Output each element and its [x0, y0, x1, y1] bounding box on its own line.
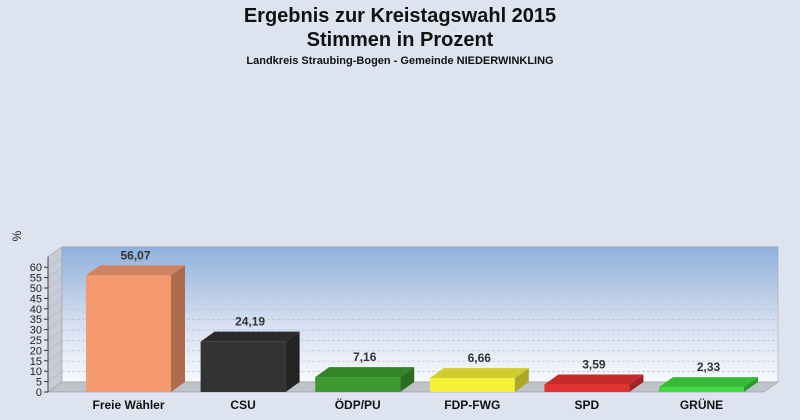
bar-top — [544, 374, 644, 385]
gridline-side — [47, 298, 63, 310]
y-tick-label: 60 — [30, 262, 42, 274]
y-tick-label: 50 — [30, 283, 42, 295]
bar-top — [429, 368, 529, 379]
gridline-side — [47, 308, 63, 320]
bar — [659, 387, 744, 392]
y-tick-label: 0 — [36, 387, 42, 399]
gridline-side — [47, 319, 63, 330]
bar — [429, 378, 515, 392]
data-label: 2,33 — [697, 360, 721, 374]
y-tick-label: 40 — [30, 304, 42, 316]
x-tick-label: GRÜNE — [680, 397, 723, 412]
bar-side — [514, 368, 529, 392]
bar — [86, 275, 171, 392]
y-axis-label: % — [10, 230, 24, 241]
gridline-side — [47, 329, 63, 341]
y-tick-label: 15 — [30, 356, 42, 368]
chart-title-line-2: Stimmen in Prozent — [306, 29, 494, 51]
x-tick-label: CSU — [230, 398, 255, 412]
data-label: 6,66 — [468, 351, 492, 365]
bar-top — [86, 265, 185, 276]
y-tick-label: 35 — [30, 314, 42, 326]
data-label: 56,07 — [120, 248, 150, 262]
bar-side — [400, 367, 415, 392]
y-tick-label: 30 — [30, 325, 42, 337]
plot-left-wall — [47, 246, 63, 393]
bar-top — [200, 331, 300, 342]
x-tick-label: ÖDP/PU — [335, 397, 381, 412]
bar-top — [659, 377, 758, 388]
bar — [315, 377, 401, 392]
gridline-side — [47, 256, 63, 268]
bar — [200, 341, 286, 392]
bar-top — [315, 367, 415, 378]
y-tick-label: 55 — [30, 273, 42, 285]
y-tick-label: 20 — [30, 345, 42, 357]
gridline-side — [47, 277, 63, 289]
y-tick-label: 25 — [30, 335, 42, 347]
bar-side — [285, 331, 300, 392]
bar-side — [629, 374, 644, 392]
gridline-side — [47, 360, 63, 372]
gridline-side — [47, 267, 63, 278]
y-tick-label: 45 — [30, 293, 42, 305]
chart-title-block: Ergebnis zur Kreistagswahl 2015 Stimmen … — [0, 4, 800, 67]
gridline-side — [47, 350, 63, 362]
data-label: 3,59 — [582, 358, 606, 372]
bar — [544, 384, 630, 392]
gridline-side — [47, 288, 63, 299]
chart-title-line-1: Ergebnis zur Kreistagswahl 2015 — [243, 5, 557, 27]
x-tick-label: FDP-FWG — [444, 398, 500, 412]
y-tick-label: 10 — [30, 366, 42, 378]
x-tick-label: Freie Wähler — [92, 398, 164, 412]
x-tick-label: SPD — [575, 398, 600, 412]
gridline-side — [47, 340, 63, 351]
data-label: 24,19 — [235, 315, 265, 329]
chart-subtitle: Landkreis Straubing-Bogen - Gemeinde NIE… — [246, 55, 554, 67]
y-tick-label: 5 — [36, 377, 42, 389]
bar-side — [171, 265, 185, 392]
gridline-side — [47, 371, 63, 382]
bar-side — [744, 377, 758, 392]
data-label: 7,16 — [353, 350, 377, 364]
